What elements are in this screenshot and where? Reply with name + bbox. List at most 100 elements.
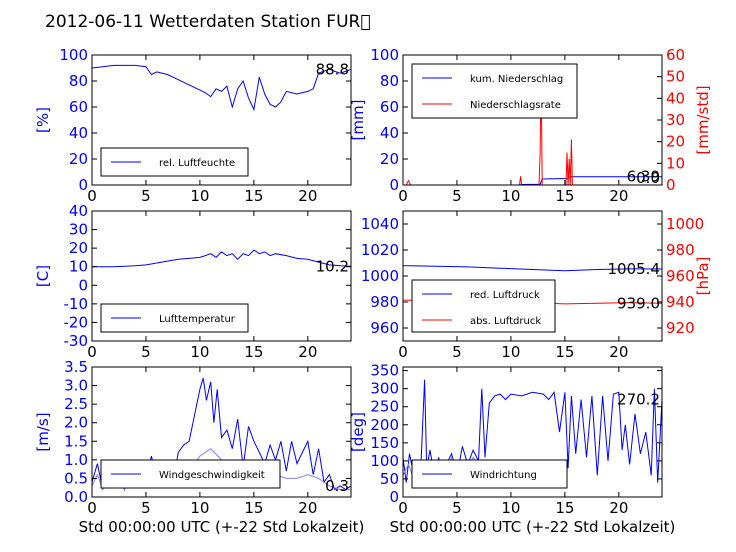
legend-entry: Niederschlagsrate xyxy=(470,100,561,111)
last-value-label-2: 0.0 xyxy=(636,169,660,187)
y-tick-label: 40 xyxy=(69,202,88,220)
x-tick-label: 15 xyxy=(244,187,263,205)
x-tick-label: 15 xyxy=(244,343,263,361)
x-tick-label: 20 xyxy=(298,187,317,205)
x-tick-label: 5 xyxy=(452,187,462,205)
legend: Windgeschwindigkeit xyxy=(100,459,281,489)
y-tick-label: 1000 xyxy=(361,267,399,285)
y-tick-label: 150 xyxy=(370,434,399,452)
panel-5: 0 5 10 15 20 0.00.51.01.52.02.53.03.5 [m/s] Std… xyxy=(34,358,364,536)
y-tick-label: 350 xyxy=(370,362,399,380)
y-tick-label: 60 xyxy=(69,98,88,116)
x-tick-label: 15 xyxy=(555,187,574,205)
y-tick-label: 80 xyxy=(380,72,399,90)
legend: Windrichtung xyxy=(411,459,568,489)
x-tick-label: 20 xyxy=(609,343,628,361)
legend-entry: abs. Luftdruck xyxy=(470,316,541,327)
y-tick-label: 1040 xyxy=(361,215,399,233)
y-tick-label: 100 xyxy=(59,46,88,64)
x-tick-label: 5 xyxy=(141,187,151,205)
x-axis-label: Std 00:00:00 UTC (+-22 Std Lokalzeit) xyxy=(390,518,676,536)
y-tick-label: 20 xyxy=(380,150,399,168)
x-axis-label: Std 00:00:00 UTC (+-22 Std Lokalzeit) xyxy=(79,518,365,536)
panel-1: 0 5 10 15 20 0 20 40 60 80 100 [%] 88.8 rel. Luftfeuc… xyxy=(34,46,352,205)
legend-entry: red. Luftdruck xyxy=(470,290,540,301)
x-tick-label: 5 xyxy=(452,343,462,361)
x-tick-label: 10 xyxy=(501,499,520,517)
y-tick-label: 1.0 xyxy=(64,451,88,469)
series-line-red-luftdruck xyxy=(403,265,662,272)
x-tick-label: 0 xyxy=(398,187,408,205)
legend-box xyxy=(411,279,556,333)
x-tick-label: 20 xyxy=(298,343,317,361)
y2-tick-label: 60 xyxy=(666,46,685,64)
y-tick-label: 0 xyxy=(78,176,88,194)
series-line-lufttemperatur xyxy=(92,249,351,268)
y-tick-label: 3.5 xyxy=(64,358,88,376)
y-tick-label: 20 xyxy=(69,239,88,257)
y-tick-label: -20 xyxy=(64,313,89,331)
y-tick-label: 3.0 xyxy=(64,377,88,395)
y-tick-label: 2.0 xyxy=(64,414,88,432)
y2-tick-label: 50 xyxy=(666,68,685,86)
y-tick-label: 0.0 xyxy=(64,488,88,506)
x-tick-label: 0 xyxy=(87,343,97,361)
y-tick-label: 10 xyxy=(69,258,88,276)
y-tick-label: 1020 xyxy=(361,241,399,259)
plot-frame xyxy=(402,366,663,498)
y-axis-label: [deg] xyxy=(349,412,367,452)
y-tick-label: 20 xyxy=(69,150,88,168)
series-line-rel-luftfeuchte xyxy=(92,64,351,112)
x-tick-label: 5 xyxy=(141,499,151,517)
x-tick-label: 15 xyxy=(555,343,574,361)
legend: red. Luftdruck abs. Luftdruck xyxy=(411,279,556,333)
x-tick-label: 10 xyxy=(190,499,209,517)
x-tick-label: 10 xyxy=(501,343,520,361)
y2-tick-label: 1000 xyxy=(666,215,704,233)
last-value-label: 1005.4 xyxy=(608,260,661,278)
y2-tick-label: 960 xyxy=(666,267,695,285)
y2-axis-label: [hPa] xyxy=(694,257,712,296)
x-tick-label: 20 xyxy=(609,187,628,205)
y-tick-label: -10 xyxy=(64,295,89,313)
y2-axis-label: [mm/std] xyxy=(694,85,712,154)
y-tick-label: 100 xyxy=(370,452,399,470)
last-value-label: 88.8 xyxy=(316,60,349,78)
x-tick-label: 0 xyxy=(87,187,97,205)
last-value-label: 10.2 xyxy=(316,257,349,275)
y2-tick-label: 0 xyxy=(666,176,676,194)
x-tick-label: 15 xyxy=(244,499,263,517)
y-tick-label: 60 xyxy=(380,98,399,116)
x-tick-label: 20 xyxy=(609,499,628,517)
x-tick-label: 0 xyxy=(398,343,408,361)
last-value-label: 6.39 xyxy=(627,168,660,186)
y2-tick-label: 920 xyxy=(666,319,695,337)
panel-4: 0 5 10 15 20 960 980 1000 1020 1040 920 940 960 980 10… xyxy=(361,210,712,361)
last-value-label-2: 939.0 xyxy=(617,294,660,312)
x-tick-label: 10 xyxy=(501,187,520,205)
y2-tick-label: 30 xyxy=(666,111,685,129)
x-tick-label: 0 xyxy=(398,499,408,517)
x-tick-label: 10 xyxy=(190,343,209,361)
y2-tick-label: 20 xyxy=(666,133,685,151)
y-tick-label: -30 xyxy=(64,332,89,350)
y-tick-label: 250 xyxy=(370,398,399,416)
x-tick-label: 5 xyxy=(452,499,462,517)
y-tick-label: 0 xyxy=(389,488,399,506)
x-tick-label: 15 xyxy=(555,499,574,517)
plot-frame xyxy=(91,54,352,186)
last-value-label: 270.2 xyxy=(617,391,660,409)
y-tick-label: 0.5 xyxy=(64,469,88,487)
y2-tick-label: 980 xyxy=(666,241,695,259)
figure-title: 2012-06-11 Wetterdaten Station FUR  xyxy=(45,12,371,32)
series-line-kum-niederschlag xyxy=(403,176,662,185)
y-axis-label: [m/s] xyxy=(34,412,52,451)
legend: Lufttemperatur xyxy=(100,303,249,333)
legend-entry: kum. Niederschlag xyxy=(470,74,563,85)
legend-box xyxy=(411,63,578,119)
x-tick-label: 0 xyxy=(87,499,97,517)
legend-entry: Windrichtung xyxy=(470,470,537,481)
